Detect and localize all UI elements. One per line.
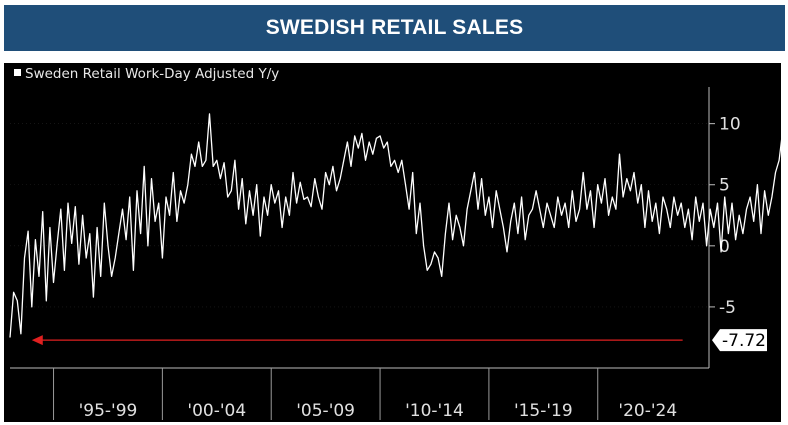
- x-tick-label: '10-'14: [405, 401, 464, 421]
- chart-title: SWEDISH RETAIL SALES: [265, 16, 524, 39]
- legend-swatch: [14, 69, 21, 76]
- title-banner: SWEDISH RETAIL SALES: [4, 5, 785, 51]
- series-line: [9, 113, 781, 338]
- y-tick-label: 5: [719, 176, 730, 196]
- x-tick-label: '15-'19: [514, 401, 573, 421]
- x-tick-label: '20-'24: [618, 401, 677, 421]
- arrow-annotation: [31, 335, 683, 346]
- last-value-box: [712, 329, 767, 352]
- y-tick-label: 0: [719, 237, 730, 257]
- arrow-head: [31, 335, 43, 346]
- last-value-label: -7.72: [722, 331, 766, 351]
- line-chart: -5 0 5 10 '95-'99 '00-'04 '05-'09 '10-'14 '15-'…: [9, 66, 781, 421]
- y-ticks: -5 0 5 10: [10, 115, 741, 318]
- last-value-marker: -7.72: [712, 329, 767, 352]
- y-tick-label: -5: [719, 298, 736, 318]
- x-tick-label: '05-'09: [296, 401, 355, 421]
- legend-label: Sweden Retail Work-Day Adjusted Y/y: [25, 66, 279, 82]
- axes-group: [10, 87, 710, 369]
- y-tick-label: 10: [719, 115, 741, 135]
- legend: Sweden Retail Work-Day Adjusted Y/y: [14, 66, 279, 82]
- chart-panel: [4, 63, 781, 422]
- x-tick-label: '95-'99: [79, 401, 138, 421]
- x-period-boundaries: [53, 368, 599, 420]
- x-period-labels: '95-'99 '00-'04 '05-'09 '10-'14 '15-'19 '20-'…: [79, 401, 678, 421]
- x-tick-label: '00-'04: [187, 401, 246, 421]
